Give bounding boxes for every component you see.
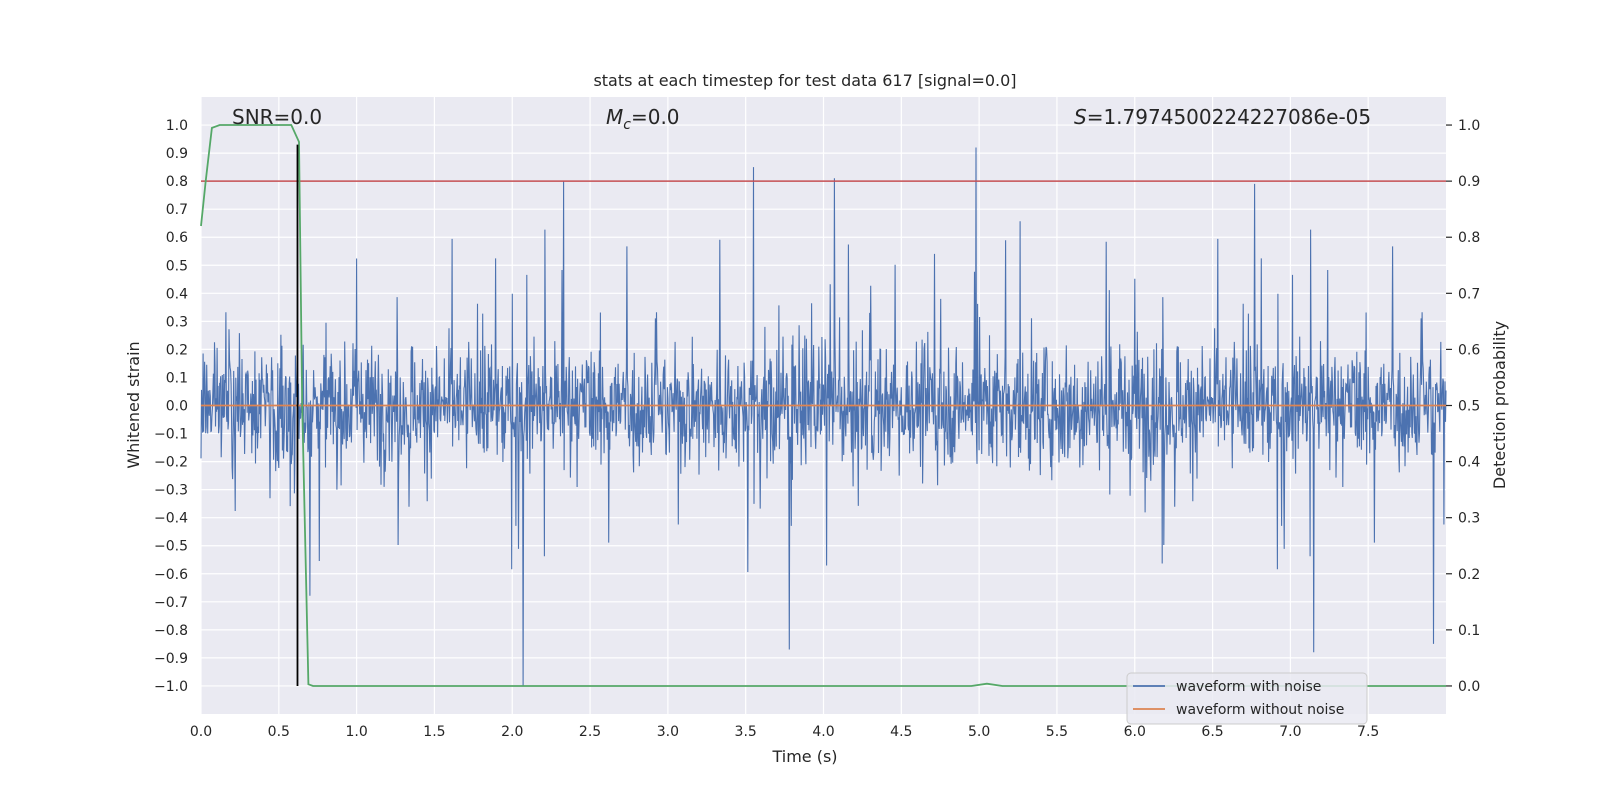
y-tick-label: 0.9 <box>166 146 188 162</box>
x-tick-label: 4.0 <box>812 724 834 740</box>
x-tick-label: 3.5 <box>735 724 757 740</box>
x-tick-label: 2.0 <box>501 724 523 740</box>
y-tick-label: −1.0 <box>154 679 188 695</box>
y-right-tick-label: 0.0 <box>1458 679 1480 695</box>
snr-annotation: SNR=0.0 <box>232 105 322 129</box>
noise-series <box>200 147 1447 687</box>
y-tick-label: −0.3 <box>154 483 188 499</box>
y-tick-label: −0.6 <box>154 567 188 583</box>
y-axis-ticks: −1.0 −0.9 −0.8 −0.7 −0.6 −0.5 −0.4 −0.3 −0.2 −0.1… <box>154 118 188 695</box>
y-tick-label: −0.9 <box>154 651 188 667</box>
x-tick-label: 1.5 <box>423 724 445 740</box>
y-tick-label: −0.4 <box>154 511 188 527</box>
y-right-tick-label: 0.6 <box>1458 342 1480 358</box>
y-right-tick-label: 0.4 <box>1458 455 1480 471</box>
x-tick-label: 7.5 <box>1357 724 1379 740</box>
legend: waveform with noise waveform without noi… <box>1126 672 1368 725</box>
x-tick-label: 5.0 <box>968 724 990 740</box>
y-right-axis-label: Detection probability <box>1490 321 1509 489</box>
y-axis-label: Whitened strain <box>124 341 143 468</box>
legend-label-clean: waveform without noise <box>1176 702 1344 718</box>
chart-title: stats at each timestep for test data 617… <box>593 71 1016 90</box>
waveform-with-noise-line <box>200 147 1447 687</box>
y-right-tick-label: 0.9 <box>1458 174 1480 190</box>
y-tick-label: 0.8 <box>166 174 188 190</box>
y-right-tick-label: 0.1 <box>1458 623 1480 639</box>
x-tick-label: 6.5 <box>1201 724 1223 740</box>
mc-subscript: c <box>623 117 631 133</box>
y-tick-label: 0.4 <box>166 286 188 302</box>
mc-symbol: M <box>606 105 623 129</box>
y-right-tick-label: 0.5 <box>1458 399 1480 415</box>
x-tick-label: 4.5 <box>890 724 912 740</box>
s-symbol: S <box>1074 105 1087 129</box>
y-tick-label: 0.0 <box>166 399 188 415</box>
y-right-tick-label: 0.2 <box>1458 567 1480 583</box>
y-tick-label: 0.5 <box>166 258 188 274</box>
y-tick-label: −0.2 <box>154 455 188 471</box>
y-right-tick-label: 0.7 <box>1458 286 1480 302</box>
y-tick-label: 0.3 <box>166 314 188 330</box>
y-tick-label: −0.8 <box>154 623 188 639</box>
x-tick-label: 7.0 <box>1279 724 1301 740</box>
y-right-tick-label: 0.8 <box>1458 230 1480 246</box>
x-tick-label: 3.0 <box>657 724 679 740</box>
x-tick-label: 6.0 <box>1124 724 1146 740</box>
x-axis-ticks: 0.0 0.5 1.0 1.5 2.0 2.5 3.0 3.5 4.0 4.5 5.0 5.5 6.0 6… <box>190 724 1379 740</box>
y-tick-label: 1.0 <box>166 118 188 134</box>
s-annotation: S=1.7974500224227086e-05 <box>1074 105 1371 129</box>
x-tick-label: 2.5 <box>579 724 601 740</box>
s-value: =1.7974500224227086e-05 <box>1087 105 1371 129</box>
y-tick-label: −0.1 <box>154 427 188 443</box>
mc-value: =0.0 <box>631 105 680 129</box>
y-right-axis-ticks: 0.0 0.1 0.2 0.3 0.4 0.5 0.6 0.7 0.8 0.9 1.0 <box>1446 118 1480 695</box>
y-tick-label: 0.2 <box>166 342 188 358</box>
y-tick-label: −0.5 <box>154 539 188 555</box>
legend-box <box>1126 672 1368 725</box>
detection-probability-line <box>200 124 1446 687</box>
x-axis-label: Time (s) <box>771 747 837 766</box>
y-tick-label: 0.1 <box>166 370 188 386</box>
mc-annotation: Mc=0.0 <box>606 105 680 133</box>
y-tick-label: 0.6 <box>166 230 188 246</box>
y-right-tick-label: 0.3 <box>1458 511 1480 527</box>
y-right-tick-label: 1.0 <box>1458 118 1480 134</box>
y-tick-label: 0.7 <box>166 202 188 218</box>
series-lines <box>200 124 1446 687</box>
x-tick-label: 0.0 <box>190 724 212 740</box>
legend-label-noise: waveform with noise <box>1176 679 1321 695</box>
y-tick-label: −0.7 <box>154 595 188 611</box>
x-tick-label: 0.5 <box>268 724 290 740</box>
x-tick-label: 1.0 <box>345 724 367 740</box>
x-tick-label: 5.5 <box>1046 724 1068 740</box>
